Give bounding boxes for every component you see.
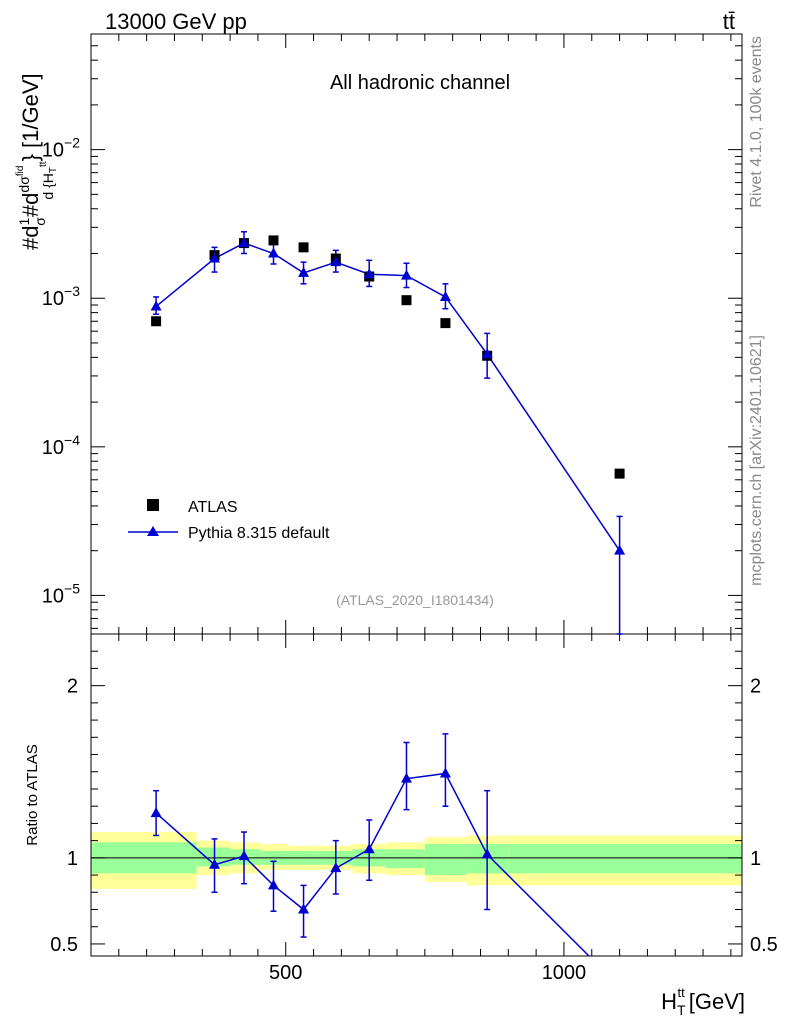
ylabel-part-f: fid [15, 166, 26, 177]
main-ylabel: #d1σ#ddσfidd {HTtt} [1/GeV] [15, 73, 59, 250]
tick-exponent: −4 [64, 432, 80, 448]
svg-text:#d1σ#ddσfidd {HTtt} [1/GeV]: #d1σ#ddσfidd {HTtt} [1/GeV] [15, 73, 59, 250]
legend-pythia-label: Pythia 8.315 default [188, 525, 330, 542]
ratio-point [439, 767, 451, 778]
analysis-tag: (ATLAS_2020_I1801434) [336, 592, 494, 608]
data-point [614, 468, 625, 479]
ratio-point [238, 850, 250, 861]
mc-point [363, 268, 375, 279]
ylabel-part-h: T [48, 167, 59, 173]
xlabel-sub: T [677, 1002, 686, 1018]
data-point [440, 318, 451, 329]
ylabel-part-j: } [1/GeV] [18, 73, 43, 161]
ylabel-part-d: #d [18, 193, 43, 217]
ylabel-part-g: d {H [40, 173, 56, 199]
main-y-tick-label: 10−2 [42, 135, 80, 162]
xlabel: HTtt [GeV] [661, 985, 745, 1018]
ratio-point [298, 903, 310, 914]
mc-point [268, 247, 280, 258]
ratio-y-tick-label-left: 0.5 [50, 934, 78, 956]
data-point [401, 295, 412, 306]
ratio-point [150, 807, 162, 818]
x-tick-label: 500 [269, 962, 302, 984]
header-right: tt̄ [723, 9, 735, 34]
chart-title: All hadronic channel [330, 72, 510, 94]
ratio-frame [90, 633, 743, 957]
xlabel-main: H [661, 989, 677, 1014]
ylabel-part-c: σ [32, 217, 48, 226]
side-label-bottom: mcplots.cern.ch [arXiv:2401.10621] [748, 335, 765, 586]
ratio-point [363, 843, 375, 854]
ratio-y-tick-label-right: 2 [750, 676, 761, 698]
main-y-tick-label: 10−5 [42, 580, 80, 607]
legend: ATLAS Pythia 8.315 default [128, 499, 330, 542]
ylabel-part-a: #d [18, 226, 43, 250]
tick-mantissa: 10 [42, 437, 64, 459]
data-point [298, 242, 309, 253]
ylabel-part-e: dσ [16, 176, 32, 193]
band-inner [424, 844, 467, 876]
mc-point [238, 237, 250, 248]
ratio-point [481, 848, 493, 859]
ratio-y-tick-label-left: 1 [67, 848, 78, 870]
tick-mantissa: 10 [42, 140, 64, 162]
tick-mantissa: 10 [42, 585, 64, 607]
mc-point [481, 348, 493, 359]
tick-exponent: −2 [64, 135, 80, 151]
ratio-point [209, 858, 221, 869]
xlabel-sup: tt [678, 985, 686, 1000]
main-y-tick-label: 10−3 [42, 283, 80, 310]
tick-mantissa: 10 [42, 288, 64, 310]
ratio-point [268, 879, 280, 890]
band-inner [508, 844, 742, 874]
ylabel-part-i: tt [38, 161, 49, 167]
xlabel-unit: [GeV] [689, 989, 745, 1014]
main-frame [90, 33, 743, 635]
mc-point [298, 266, 310, 277]
mc-point [209, 252, 221, 263]
ratio-y-tick-label-right: 1 [750, 848, 761, 870]
data-point [268, 235, 279, 246]
ylabel-part-b: 1 [16, 218, 32, 226]
data-point [151, 316, 162, 327]
header-left: 13000 GeV pp [105, 9, 247, 34]
mc-point [614, 544, 626, 555]
ratio-y-tick-label-right: 0.5 [750, 934, 778, 956]
mc-point [330, 256, 342, 267]
legend-atlas-label: ATLAS [188, 499, 238, 516]
ratio-ylabel: Ratio to ATLAS [24, 744, 41, 845]
ratio-point [400, 772, 412, 783]
legend-atlas-marker [147, 499, 159, 511]
mc-point [400, 269, 412, 280]
mc-point [150, 300, 162, 311]
tick-exponent: −5 [64, 580, 80, 596]
ratio-point [330, 862, 342, 873]
legend-pythia-marker [147, 526, 159, 536]
tick-exponent: −3 [64, 283, 80, 299]
band-inner [385, 849, 425, 869]
ratio-y-tick-label-left: 2 [67, 676, 78, 698]
side-label-top: Rivet 4.1.0, 100k events [748, 36, 765, 208]
main-y-tick-label: 10−4 [42, 432, 80, 459]
x-tick-label: 1000 [542, 962, 587, 984]
band-inner [196, 847, 231, 867]
mc-point [439, 290, 451, 301]
